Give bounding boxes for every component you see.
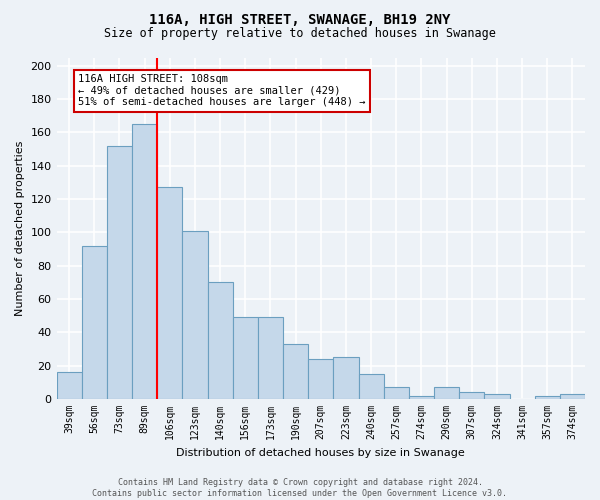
Bar <box>409 396 434 399</box>
Text: 116A, HIGH STREET, SWANAGE, BH19 2NY: 116A, HIGH STREET, SWANAGE, BH19 2NY <box>149 12 451 26</box>
Bar <box>484 394 509 399</box>
Bar <box>334 358 359 399</box>
Y-axis label: Number of detached properties: Number of detached properties <box>15 140 25 316</box>
Bar <box>383 388 409 399</box>
Bar <box>258 318 283 399</box>
Bar <box>233 318 258 399</box>
Bar <box>82 246 107 399</box>
Text: Contains HM Land Registry data © Crown copyright and database right 2024.
Contai: Contains HM Land Registry data © Crown c… <box>92 478 508 498</box>
Text: Size of property relative to detached houses in Swanage: Size of property relative to detached ho… <box>104 28 496 40</box>
Bar <box>56 372 82 399</box>
Bar <box>308 359 334 399</box>
Bar <box>535 396 560 399</box>
Bar <box>434 388 459 399</box>
Text: 116A HIGH STREET: 108sqm
← 49% of detached houses are smaller (429)
51% of semi-: 116A HIGH STREET: 108sqm ← 49% of detach… <box>78 74 365 108</box>
Bar <box>560 394 585 399</box>
X-axis label: Distribution of detached houses by size in Swanage: Distribution of detached houses by size … <box>176 448 465 458</box>
Bar <box>283 344 308 399</box>
Bar <box>132 124 157 399</box>
Bar <box>157 188 182 399</box>
Bar <box>359 374 383 399</box>
Bar <box>208 282 233 399</box>
Bar <box>107 146 132 399</box>
Bar <box>182 231 208 399</box>
Bar <box>459 392 484 399</box>
